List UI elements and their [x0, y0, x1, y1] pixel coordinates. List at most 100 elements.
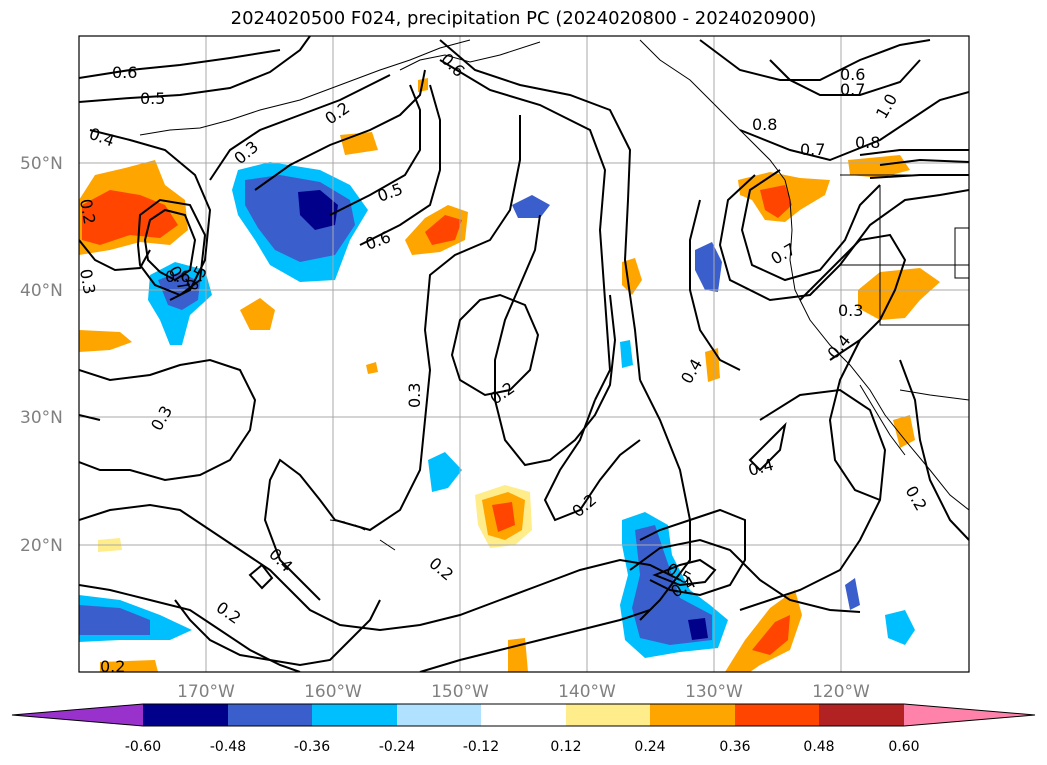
contour [439, 59, 612, 401]
contour [79, 36, 311, 103]
contour-label: 0.2 [568, 490, 600, 521]
contour-label: 0.2 [100, 657, 125, 676]
lon-label: 150°W [431, 682, 489, 702]
negative-anomaly [512, 195, 550, 218]
contour [859, 149, 969, 156]
graticule [79, 36, 969, 672]
contour-label: 0.8 [752, 115, 777, 134]
contour-labels: 0.6 0.5 0.4 0.3 0.2 0.6 0.5 0.6 0.3 0.2 … [76, 49, 931, 676]
contour-label: 0.4 [87, 124, 117, 151]
contour [79, 584, 301, 672]
colorbar-segment [566, 704, 650, 726]
contour-label: 0.2 [425, 554, 457, 585]
contour [828, 339, 881, 501]
colorbar-segment [228, 704, 312, 726]
positive-anomaly [752, 615, 790, 655]
contour [439, 39, 641, 381]
bc-coast [639, 39, 786, 181]
contour [174, 599, 381, 667]
contour-label: 0.6 [840, 65, 865, 84]
colorbar-label: -0.24 [379, 739, 415, 755]
contour [494, 214, 617, 467]
colorbar-label: -0.60 [125, 739, 161, 755]
contour [639, 508, 746, 597]
colorbar-label: 0.48 [803, 739, 834, 755]
contour-label: 0.6 [437, 49, 468, 80]
contour [79, 49, 281, 79]
colorbar-labels: -0.60 -0.48 -0.36 -0.24 -0.12 0.12 0.24 … [125, 739, 920, 755]
colorbar-segment [735, 704, 819, 726]
lon-label: 120°W [812, 682, 870, 702]
colorbar-segment [481, 704, 566, 726]
contour [689, 199, 741, 371]
contour [739, 388, 887, 611]
lon-label: 160°W [304, 682, 362, 702]
contour [254, 69, 426, 191]
contour [79, 503, 681, 632]
state-border [879, 185, 969, 326]
contour [652, 558, 717, 587]
contour-label: 0.4 [677, 355, 706, 387]
contour [899, 359, 969, 541]
colorbar-segment [819, 704, 904, 726]
lon-label: 170°W [177, 682, 235, 702]
negative-anomaly [620, 340, 633, 368]
contour [718, 174, 969, 302]
contour [79, 414, 101, 421]
contour [79, 358, 257, 482]
lat-labels: 50°N 40°N 30°N 20°N [20, 154, 63, 556]
map-title: 2024020500 F024, precipitation PC (20240… [230, 8, 817, 29]
contour [739, 91, 969, 162]
alaska-coast [399, 41, 541, 71]
negative-anomaly [428, 452, 462, 492]
contour-label: 0.2 [213, 598, 245, 628]
contour-label: 0.7 [768, 239, 800, 268]
negative-anomaly [885, 610, 915, 645]
colorbar-segment [650, 704, 735, 726]
positive-anomaly [100, 660, 158, 672]
us-west-coast [784, 179, 969, 511]
positive-anomaly [492, 502, 515, 532]
shaded-anomalies [79, 78, 940, 672]
colorbar-label: -0.36 [294, 739, 330, 755]
contour-label: 0.4 [824, 331, 855, 363]
colorbar-label: -0.48 [210, 739, 246, 755]
contour [769, 59, 921, 96]
negative-anomaly [845, 578, 860, 610]
negative-anomaly [298, 190, 338, 230]
contour [543, 399, 641, 522]
contour-label: 0.2 [902, 483, 931, 515]
lon-labels: 170°W 160°W 150°W 140°W 130°W 120°W [177, 682, 870, 702]
lat-label: 20°N [20, 536, 63, 556]
lon-label: 130°W [685, 682, 743, 702]
colorbar-label: 0.60 [888, 739, 919, 755]
contour-label: 0.2 [321, 98, 353, 128]
positive-anomaly [760, 185, 792, 218]
alaska-coast [229, 39, 471, 121]
contour [740, 169, 881, 282]
contour [799, 233, 907, 361]
negative-anomaly [79, 605, 150, 635]
positive-anomaly [425, 215, 462, 245]
contour [629, 538, 861, 613]
contour-label: 0.3 [147, 402, 176, 434]
contour-label: 0.8 [855, 133, 880, 152]
lat-label: 50°N [20, 154, 63, 174]
contour [699, 39, 931, 81]
colorbar-label: -0.12 [463, 739, 499, 755]
aleutians [139, 119, 231, 136]
contour [79, 239, 151, 272]
lon-label: 140°W [558, 682, 616, 702]
colorbar-segment [397, 704, 481, 726]
contour [419, 609, 651, 672]
positive-anomaly [725, 590, 802, 672]
contour-label: 0.5 [140, 89, 165, 108]
map-frame [78, 35, 970, 673]
negative-anomaly [695, 242, 722, 292]
contour-lines [79, 36, 969, 672]
baja-california [859, 384, 906, 456]
lat-label: 40°N [20, 281, 63, 301]
contour-label: 0.3 [405, 383, 424, 408]
colorbar: -0.60 -0.48 -0.36 -0.24 -0.12 0.12 0.24 … [11, 703, 1036, 755]
